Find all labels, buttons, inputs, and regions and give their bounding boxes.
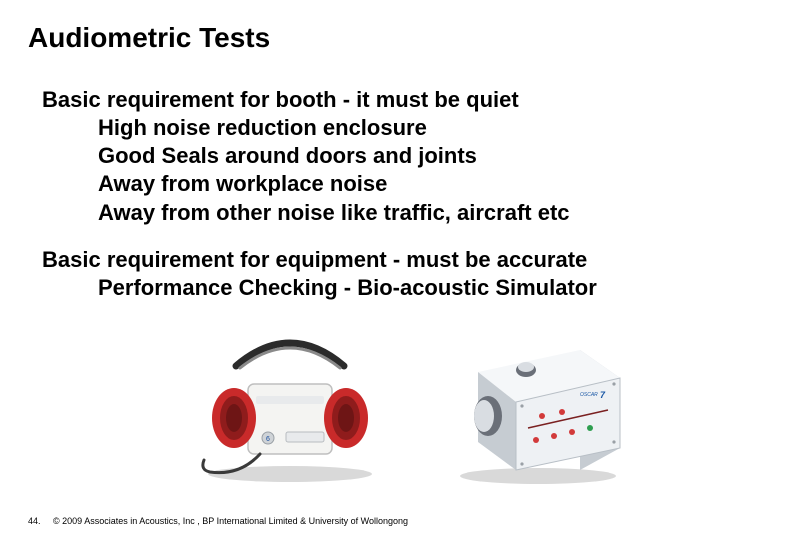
- slide-title: Audiometric Tests: [28, 22, 270, 54]
- booth-lead: Basic requirement for booth - it must be…: [42, 86, 780, 114]
- booth-item-3: Away from other noise like traffic, airc…: [42, 199, 780, 227]
- equipment-lead: Basic requirement for equipment - must b…: [42, 246, 780, 274]
- booth-item-2: Away from workplace noise: [42, 170, 780, 198]
- svg-text:6: 6: [266, 436, 270, 443]
- copyright-text: © 2009 Associates in Acoustics, Inc , BP…: [53, 516, 408, 526]
- equipment-item-0: Performance Checking - Bio-acoustic Simu…: [42, 274, 780, 302]
- device-images: 6: [0, 320, 810, 490]
- booth-item-0: High noise reduction enclosure: [42, 114, 780, 142]
- booth-item-1: Good Seals around doors and joints: [42, 142, 780, 170]
- page-number: 44.: [28, 516, 41, 526]
- slide: Audiometric Tests Basic requirement for …: [0, 0, 810, 540]
- footer: 44. © 2009 Associates in Acoustics, Inc …: [28, 516, 408, 526]
- bio-acoustic-simulator-icon: 6: [190, 326, 390, 486]
- svg-text:OSCAR: OSCAR: [580, 392, 598, 398]
- booth-block: Basic requirement for booth - it must be…: [42, 86, 780, 227]
- equipment-block: Basic requirement for equipment - must b…: [42, 246, 780, 302]
- oscar-unit-icon: 7 OSCAR: [430, 320, 640, 490]
